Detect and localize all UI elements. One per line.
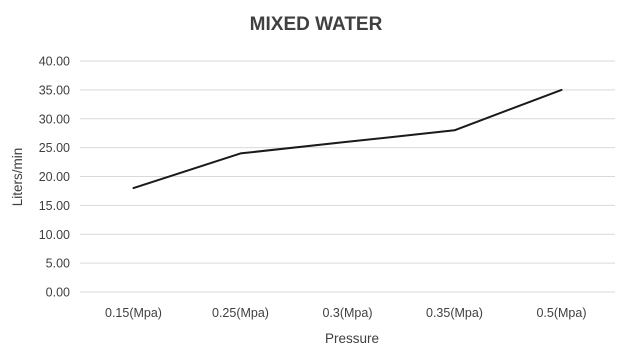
x-tick-label: 0.5(Mpa) <box>536 306 586 320</box>
y-tick-label: 5.00 <box>46 257 70 271</box>
x-tick-label: 0.25(Mpa) <box>212 306 269 320</box>
x-axis-ticks: 0.15(Mpa) 0.25(Mpa) 0.3(Mpa) 0.35(Mpa) 0.5(M… <box>105 306 587 320</box>
y-tick-label: 35.00 <box>39 83 70 97</box>
chart-title: MIXED WATER <box>250 14 383 35</box>
y-axis-title: Liters/min <box>10 148 25 207</box>
y-tick-label: 0.00 <box>46 286 70 300</box>
x-tick-label: 0.3(Mpa) <box>322 306 372 320</box>
series-line <box>132 88 563 190</box>
y-tick-label: 30.00 <box>39 112 70 126</box>
x-tick-label: 0.15(Mpa) <box>105 306 162 320</box>
y-tick-label: 25.00 <box>39 141 70 155</box>
y-tick-label: 15.00 <box>39 199 70 213</box>
y-tick-label: 10.00 <box>39 228 70 242</box>
gridlines <box>80 60 615 293</box>
y-tick-label: 20.00 <box>39 170 70 184</box>
y-tick-label: 40.00 <box>39 55 70 69</box>
x-tick-label: 0.35(Mpa) <box>426 306 483 320</box>
x-axis-title: Pressure <box>325 331 379 345</box>
y-axis-ticks: 0.00 5.00 10.00 15.00 20.00 25.00 30.00 35.00 40… <box>39 55 70 300</box>
series-layer <box>132 88 563 190</box>
